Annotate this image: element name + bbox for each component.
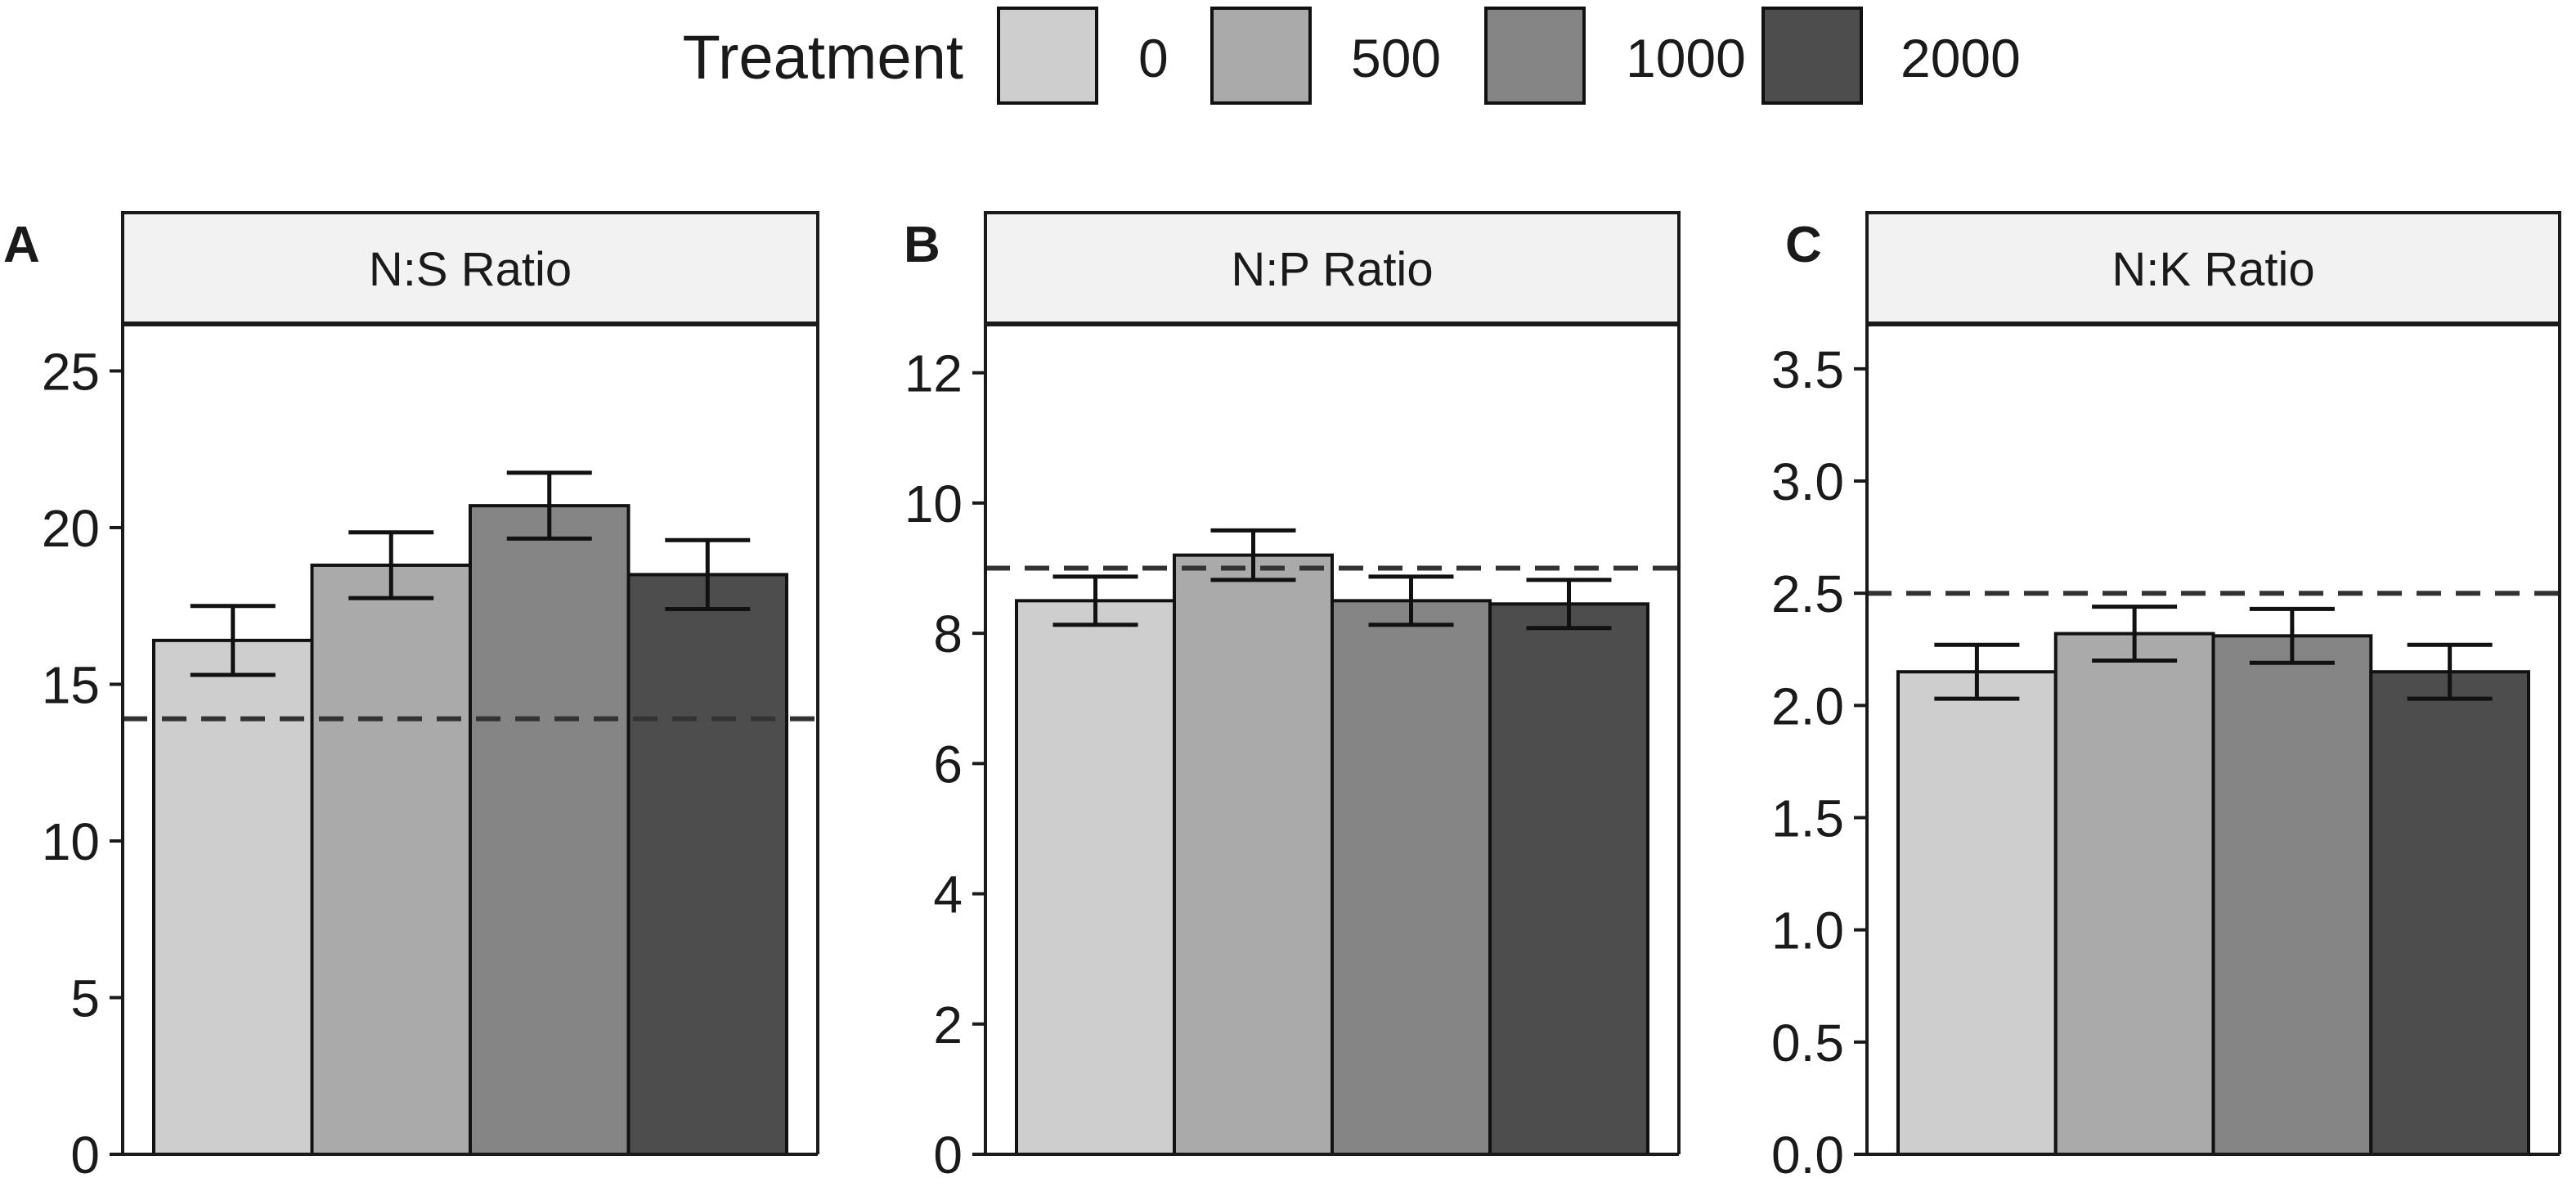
error-bar xyxy=(506,470,592,541)
y-tick-label: 0 xyxy=(70,1126,100,1185)
y-tick-label: 1.0 xyxy=(1771,901,1844,960)
error-bar xyxy=(1052,574,1138,627)
legend: Treatment 0 500 1000 2000 xyxy=(682,7,2021,105)
error-bar xyxy=(2407,642,2493,701)
strip-label: N:S Ratio xyxy=(369,243,572,296)
y-tick-label: 4 xyxy=(933,866,963,924)
bar xyxy=(2211,634,2373,1156)
error-bar xyxy=(348,530,434,600)
y-tick-label: 25 xyxy=(42,342,100,401)
strip-label: N:P Ratio xyxy=(1231,243,1433,296)
y-tick-label: 6 xyxy=(933,735,963,794)
y-tick-label: 3.5 xyxy=(1771,340,1844,399)
error-bar xyxy=(1526,578,1612,631)
legend-label: 2000 xyxy=(1901,28,2021,88)
panel-letter: B xyxy=(904,217,940,273)
bar xyxy=(1331,599,1492,1156)
y-tick-label: 10 xyxy=(904,474,963,533)
legend-label: 1000 xyxy=(1626,28,1746,88)
legend-swatch xyxy=(1761,7,1863,105)
y-tick-label: 15 xyxy=(42,655,100,714)
bar xyxy=(1488,602,1649,1156)
legend-swatch xyxy=(1484,7,1586,105)
bar xyxy=(2369,670,2530,1156)
legend-item: 500 xyxy=(1210,7,1441,105)
y-tick-label: 1.5 xyxy=(1771,789,1844,848)
y-tick-label: 3.0 xyxy=(1771,452,1844,511)
panel-ns-ratio: N:S Ratio A 0 5 10 15 20 25 xyxy=(3,211,819,1185)
error-bar xyxy=(1368,574,1454,627)
error-bar xyxy=(665,537,751,612)
legend-item: 0 xyxy=(997,7,1169,105)
error-bar xyxy=(1210,528,1296,582)
y-tick-label: 0.0 xyxy=(1771,1126,1844,1185)
panel-letter: C xyxy=(1785,217,1822,273)
error-bar xyxy=(190,604,276,677)
bar xyxy=(310,563,472,1156)
y-tick-label: 2.5 xyxy=(1771,564,1844,623)
y-tick-label: 2.0 xyxy=(1771,677,1844,735)
strip-background xyxy=(121,211,819,326)
error-bar xyxy=(2249,606,2335,665)
bar xyxy=(1896,670,2058,1156)
panel-nk-ratio: N:K Ratio C 0.0 0.5 1.0 1.5 2.0 2.5 3.0 3.5 xyxy=(1771,211,2561,1185)
bar xyxy=(1015,599,1176,1156)
y-tick-label: 20 xyxy=(42,499,100,558)
y-tick-label: 0 xyxy=(933,1126,963,1185)
legend-swatch xyxy=(997,7,1098,105)
strip-label: N:K Ratio xyxy=(2112,243,2314,296)
legend-label: 500 xyxy=(1351,28,1441,88)
panel-letter: A xyxy=(3,217,40,273)
y-tick-label: 8 xyxy=(933,605,963,663)
panel-np-ratio: N:P Ratio B 0 2 4 6 8 10 12 xyxy=(904,211,1681,1185)
y-tick-label: 10 xyxy=(42,812,100,871)
error-bar xyxy=(1934,642,2020,701)
legend-swatch xyxy=(1210,7,1312,105)
y-tick-label: 5 xyxy=(70,969,100,1027)
legend-label: 0 xyxy=(1138,28,1169,88)
bar xyxy=(469,504,631,1156)
bar xyxy=(626,573,788,1156)
legend-item: 1000 xyxy=(1484,7,1746,105)
error-bar xyxy=(2092,605,2178,663)
legend-title: Treatment xyxy=(682,23,963,92)
y-tick-label: 0.5 xyxy=(1771,1014,1844,1072)
bar xyxy=(1173,553,1334,1156)
y-tick-label: 2 xyxy=(933,996,963,1054)
y-tick-label: 12 xyxy=(904,344,963,403)
legend-item: 2000 xyxy=(1761,7,2021,105)
bar xyxy=(2053,632,2215,1156)
